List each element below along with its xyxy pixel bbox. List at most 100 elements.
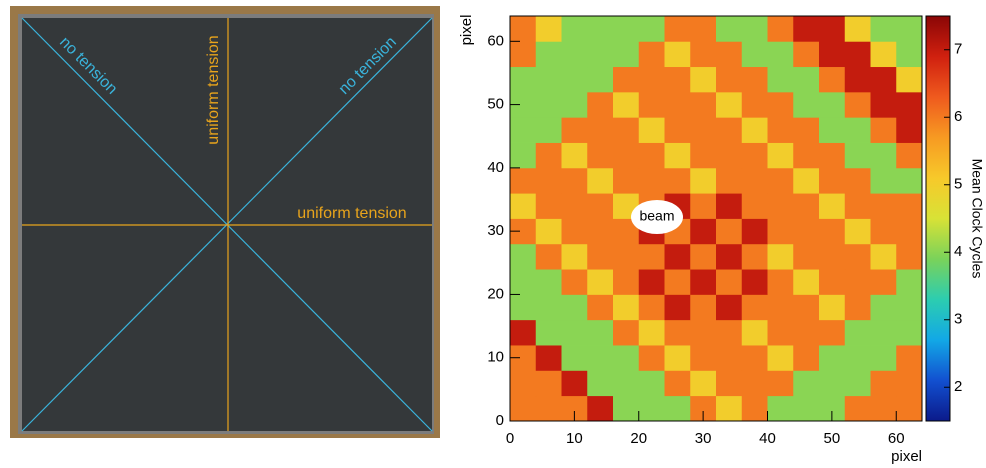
heatmap-cell [535, 294, 562, 321]
annotation: beam [639, 208, 674, 224]
heatmap-cell [535, 193, 562, 219]
heatmap-cell [561, 142, 588, 169]
heatmap-cell [896, 370, 923, 397]
heatmap-cell [793, 345, 820, 371]
heatmap-cell [716, 91, 743, 118]
x-tick-label: 30 [695, 430, 712, 447]
heatmap-cell [690, 193, 717, 219]
heatmap-cell [587, 16, 614, 42]
heatmap-cell [819, 117, 846, 143]
heatmap-cell [844, 167, 871, 194]
heatmap-cell [741, 193, 768, 219]
heatmap-cell [716, 345, 743, 371]
heatmap-cell [561, 16, 588, 42]
heatmap-cell [716, 167, 743, 194]
heatmap-cell [638, 370, 665, 397]
heatmap-cell [613, 243, 640, 270]
y-tick-label: 0 [496, 412, 504, 429]
x-tick-label: 50 [824, 430, 841, 447]
heatmap-cell [613, 345, 640, 371]
colorbar-tick-label: 7 [954, 41, 962, 58]
heatmap-cell [819, 91, 846, 118]
heatmap-cell [741, 16, 768, 42]
heatmap-cell [535, 345, 562, 371]
heatmap-cell [870, 41, 897, 68]
heatmap-cell [767, 117, 794, 143]
heatmap-cell [741, 142, 768, 169]
heatmap-cell [535, 319, 562, 346]
heatmap-cell [793, 41, 820, 68]
heatmap-cell [844, 345, 871, 371]
heatmap-cell [870, 243, 897, 270]
heatmap-cell [510, 41, 537, 68]
heatmap-cell [870, 91, 897, 118]
heatmap-cell [690, 243, 717, 270]
heatmap-cell [690, 319, 717, 346]
heatmap-cell [561, 370, 588, 397]
heatmap-cell [587, 345, 614, 371]
heatmap-cell [690, 218, 717, 245]
heatmap-cell [561, 218, 588, 245]
heatmap-cell [819, 345, 846, 371]
heatmap-cell [767, 41, 794, 68]
heatmap-cell [870, 345, 897, 371]
heatmap-cell [587, 117, 614, 143]
heatmap-cell [510, 142, 537, 169]
heatmap-cell [690, 142, 717, 169]
heatmap-cell [613, 16, 640, 42]
heatmap-cell [510, 66, 537, 93]
heatmap-cell [535, 142, 562, 169]
heatmap-cell [664, 66, 691, 93]
heatmap-cell [844, 66, 871, 93]
heatmap-cell [741, 167, 768, 194]
heatmap-cell [510, 269, 537, 295]
heatmap-cell [690, 41, 717, 68]
heatmap-cell [535, 218, 562, 245]
y-axis-label: pixel [458, 15, 475, 46]
heatmap-cell [741, 269, 768, 295]
heatmap-cell [587, 218, 614, 245]
heatmap-cell [870, 395, 897, 422]
heatmap-cell [819, 41, 846, 68]
y-tick-label: 50 [487, 96, 504, 113]
heatmap-cell [510, 319, 537, 346]
heatmap-cell [741, 345, 768, 371]
heatmap-cell [767, 218, 794, 245]
heatmap-cell [870, 193, 897, 219]
heatmap-cell [793, 294, 820, 321]
heatmap-cell [870, 218, 897, 245]
colorbar-tick-label: 5 [954, 176, 962, 193]
heatmap-cell [638, 294, 665, 321]
heatmap-cell [613, 370, 640, 397]
heatmap-cell [664, 142, 691, 169]
heatmap-cell [819, 218, 846, 245]
heatmap-cell [510, 167, 537, 194]
x-tick-label: 0 [506, 430, 514, 447]
heatmap-cell [638, 91, 665, 118]
heatmap-cell [510, 395, 537, 422]
heatmap-cell [793, 370, 820, 397]
heatmap-cell [587, 370, 614, 397]
heatmap-cell [664, 294, 691, 321]
plot-frame [509, 15, 923, 422]
heatmap-cell [716, 243, 743, 270]
heatmap-cell [819, 294, 846, 321]
heatmap-cell [767, 345, 794, 371]
heatmap-cell [793, 117, 820, 143]
heatmap-cell [844, 269, 871, 295]
heatmap-cell [587, 294, 614, 321]
heatmap-cell [819, 193, 846, 219]
heatmap-cell [896, 91, 923, 118]
heatmap-cell [690, 91, 717, 118]
heatmap-cell [819, 142, 846, 169]
heatmap-cell [896, 269, 923, 295]
heatmap-cell [587, 41, 614, 68]
y-tick-label: 40 [487, 159, 504, 176]
heatmap-cell [664, 16, 691, 42]
heatmap-cell [793, 269, 820, 295]
heatmap-cell [844, 395, 871, 422]
heatmap-cell [844, 117, 871, 143]
heatmap-cell [535, 16, 562, 42]
heatmap-cell [896, 66, 923, 93]
heatmap-cell [638, 395, 665, 422]
